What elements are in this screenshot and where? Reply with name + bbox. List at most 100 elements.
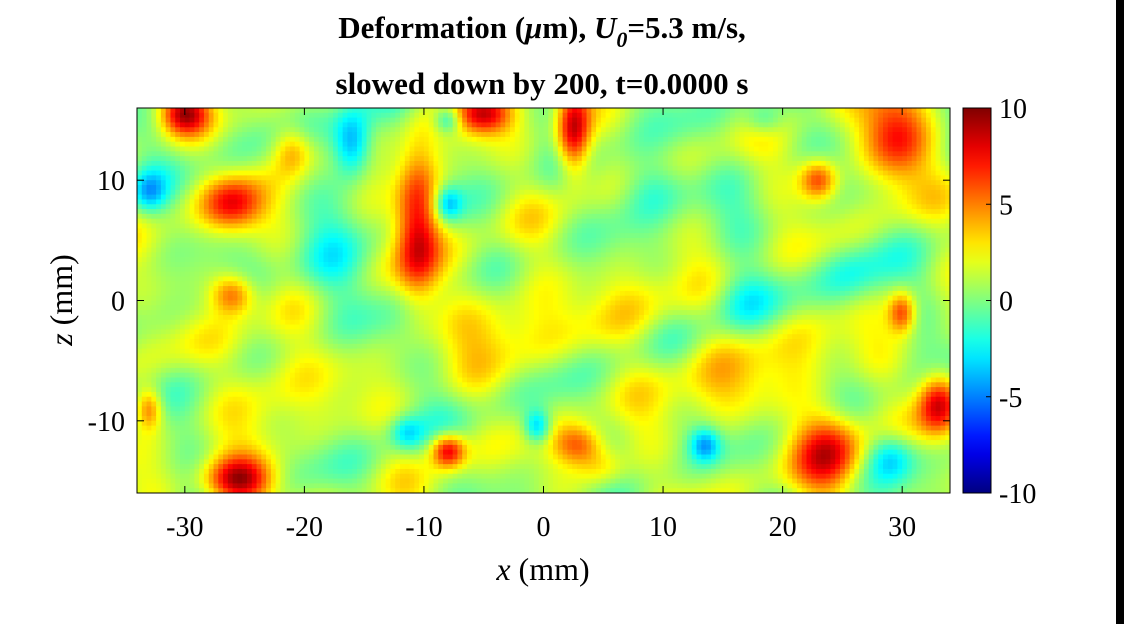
heatmap-cell [242, 377, 248, 383]
heatmap-cell [309, 170, 315, 176]
heatmap-cell [261, 343, 267, 350]
heatmap-cell [165, 435, 172, 441]
heatmap-cell [347, 156, 353, 162]
heatmap-cell [270, 488, 277, 493]
heatmap-cell [175, 310, 181, 316]
heatmap-cell [251, 237, 258, 244]
heatmap-cell [304, 132, 310, 138]
heatmap-cell [337, 435, 344, 441]
heatmap-cell [323, 213, 329, 220]
heatmap-cell [366, 223, 372, 229]
heatmap-cell [404, 435, 411, 441]
heatmap-cell [390, 180, 396, 186]
heatmap-cell [318, 440, 325, 446]
heatmap-cell [361, 136, 368, 143]
heatmap-cell [361, 329, 368, 335]
heatmap-cell [371, 262, 377, 268]
heatmap-cell [366, 112, 372, 119]
heatmap-cell [223, 468, 229, 475]
heatmap-cell [156, 151, 162, 157]
heatmap-cell [189, 454, 195, 460]
heatmap-cell [160, 334, 167, 340]
heatmap-cell [414, 247, 420, 253]
heatmap-cell [242, 310, 248, 316]
heatmap-cell [242, 363, 248, 369]
heatmap-cell [251, 416, 258, 422]
heatmap-cell [318, 377, 325, 383]
heatmap-cell [227, 266, 234, 273]
heatmap-cell [323, 122, 329, 128]
heatmap-cell [246, 112, 253, 119]
heatmap-cell [275, 136, 282, 143]
heatmap-cell [371, 334, 377, 340]
heatmap-cell [237, 300, 243, 306]
heatmap-cell [203, 122, 210, 128]
heatmap-cell [165, 339, 172, 345]
heatmap-cell [342, 266, 349, 273]
heatmap-cell [237, 122, 243, 128]
heatmap-cell [242, 440, 248, 446]
heatmap-cell [194, 305, 200, 311]
heatmap-cell [313, 343, 320, 350]
heatmap-cell [232, 257, 239, 263]
heatmap-cell [227, 464, 234, 470]
heatmap-cell [385, 233, 392, 239]
heatmap-cell [395, 223, 401, 229]
heatmap-cell [400, 387, 406, 393]
heatmap-cell [376, 488, 382, 493]
heatmap-cell [404, 377, 411, 383]
heatmap-cell [376, 468, 382, 475]
heatmap-cell [380, 146, 387, 152]
heatmap-cell [395, 204, 401, 210]
heatmap-cell [285, 305, 291, 311]
heatmap-cell [237, 464, 243, 470]
heatmap-cell [352, 194, 358, 201]
heatmap-cell [227, 377, 234, 383]
heatmap-cell [285, 353, 291, 359]
heatmap-cell [189, 329, 195, 335]
heatmap-cell [251, 425, 258, 432]
heatmap-cell [227, 367, 234, 374]
heatmap-cell [376, 314, 382, 321]
heatmap-cell [409, 314, 415, 321]
heatmap-cell [156, 430, 162, 436]
heatmap-cell [385, 358, 392, 364]
heatmap-cell [165, 401, 172, 407]
heatmap-cell [309, 266, 315, 273]
heatmap-cell [347, 420, 353, 427]
heatmap-cell [361, 425, 368, 432]
heatmap-cell [213, 132, 219, 138]
heatmap-cell [165, 363, 172, 369]
heatmap-cell [256, 132, 262, 138]
heatmap-cell [361, 146, 368, 152]
heatmap-cell [304, 310, 310, 316]
heatmap-cell [433, 199, 439, 205]
heatmap-cell [156, 343, 162, 350]
heatmap-cell [175, 194, 181, 201]
heatmap-cell [151, 218, 157, 225]
heatmap-cell [160, 141, 167, 148]
heatmap-cell [428, 391, 435, 398]
heatmap-cell [371, 218, 377, 225]
heatmap-cell [180, 358, 186, 364]
heatmap-cell [380, 262, 387, 268]
heatmap-cell [390, 348, 396, 355]
heatmap-cell [285, 454, 291, 460]
heatmap-cell [246, 454, 253, 460]
heatmap-cell [141, 425, 148, 432]
heatmap-cell [366, 237, 372, 244]
heatmap-cell [232, 242, 239, 249]
heatmap-cell [390, 194, 396, 201]
heatmap-cell [227, 199, 234, 205]
heatmap-cell [395, 281, 401, 287]
heatmap-cell [203, 377, 210, 383]
heatmap-cell [266, 237, 272, 244]
heatmap-cell [414, 468, 420, 475]
heatmap-cell [376, 276, 382, 282]
heatmap-cell [208, 387, 215, 393]
heatmap-cell [366, 300, 372, 306]
heatmap-cell [356, 444, 363, 451]
heatmap-cell [194, 257, 200, 263]
heatmap-cell [213, 396, 219, 403]
heatmap-cell [199, 266, 205, 273]
